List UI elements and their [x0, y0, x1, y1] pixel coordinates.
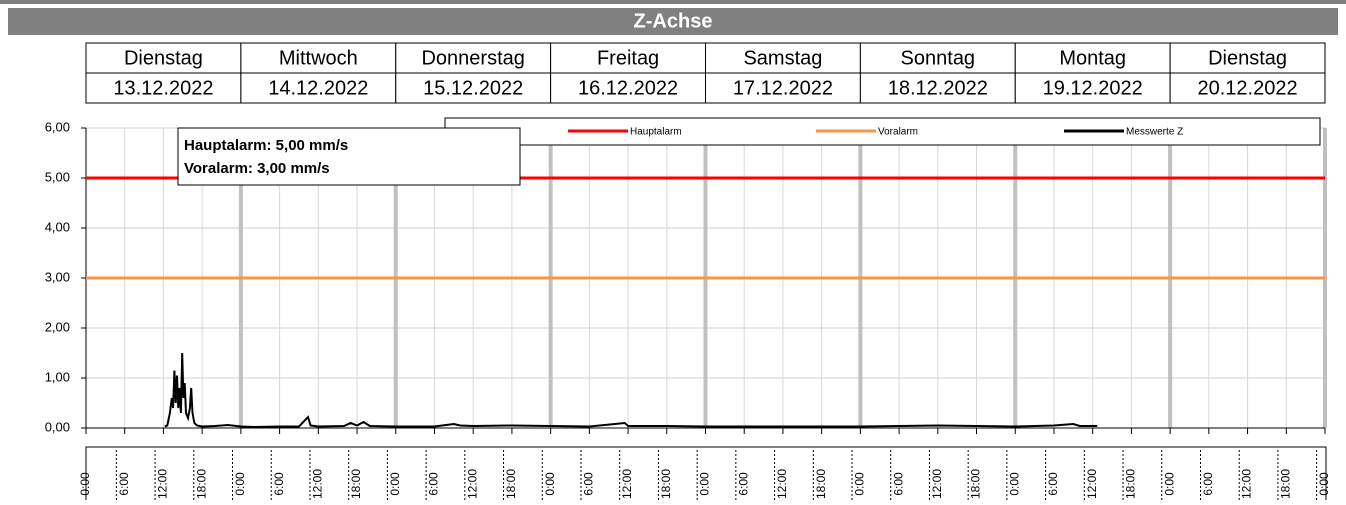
date-label: 18.12.2022 — [888, 77, 988, 99]
day-cell — [705, 42, 861, 74]
legend-label: Hauptalarm — [630, 127, 682, 138]
date-cell — [85, 72, 242, 104]
x-tick-label: 6:00 — [582, 472, 596, 496]
day-label: Mittwoch — [279, 47, 358, 69]
y-tick-label: 3,00 — [45, 269, 70, 284]
date-cell — [859, 72, 1016, 104]
y-tick-label: 2,00 — [45, 319, 70, 334]
day-label: Freitag — [597, 47, 659, 69]
x-tick-label: 0:00 — [1162, 472, 1176, 496]
x-tick-label: 18:00 — [1278, 469, 1292, 499]
x-tick-label: 12:00 — [775, 469, 789, 499]
series-line — [164, 352, 1098, 429]
day-cell — [1014, 42, 1171, 74]
date-cell — [1169, 72, 1326, 104]
day-label: Donnerstag — [421, 47, 524, 69]
x-tick-label: 6:00 — [272, 472, 286, 496]
x-axis-box — [85, 446, 1327, 505]
date-label: 17.12.2022 — [733, 77, 833, 99]
x-tick-label: 18:00 — [1124, 469, 1138, 499]
date-label: 15.12.2022 — [423, 77, 523, 99]
x-tick-label: 0:00 — [78, 472, 92, 496]
x-tick-label: 0:00 — [1317, 472, 1331, 496]
y-tick-label: 0,00 — [45, 419, 70, 434]
x-tick-label: 18:00 — [814, 469, 828, 499]
x-tick-label: 0:00 — [233, 472, 247, 496]
x-tick-label: 6:00 — [117, 472, 131, 496]
x-tick-label: 6:00 — [736, 472, 750, 496]
date-label: 16.12.2022 — [578, 77, 678, 99]
day-cell — [395, 42, 552, 74]
date-cell — [705, 72, 861, 104]
x-tick-label: 12:00 — [156, 469, 170, 499]
x-tick-label: 18:00 — [504, 469, 518, 499]
x-tick-label: 18:00 — [659, 469, 673, 499]
x-tick-label: 12:00 — [1085, 469, 1099, 499]
x-tick-label: 0:00 — [698, 472, 712, 496]
x-tick-label: 18:00 — [349, 469, 363, 499]
x-tick-label: 6:00 — [427, 472, 441, 496]
top-border — [0, 0, 1346, 4]
day-label: Dienstag — [1208, 47, 1287, 69]
title-bar — [8, 8, 1338, 35]
chart-title: Z-Achse — [634, 10, 713, 32]
x-tick-label: 12:00 — [465, 469, 479, 499]
x-tick-label: 6:00 — [891, 472, 905, 496]
x-tick-label: 18:00 — [969, 469, 983, 499]
day-label: Dienstag — [124, 47, 203, 69]
date-label: 20.12.2022 — [1198, 77, 1298, 99]
x-tick-label: 12:00 — [1240, 469, 1254, 499]
y-tick-label: 6,00 — [45, 119, 70, 134]
date-label: 14.12.2022 — [268, 77, 368, 99]
day-label: Sonntag — [901, 47, 976, 69]
day-cell — [85, 42, 242, 74]
x-tick-label: 0:00 — [543, 472, 557, 496]
x-tick-label: 12:00 — [310, 469, 324, 499]
day-label: Samstag — [743, 47, 822, 69]
x-tick-label: 6:00 — [1046, 472, 1060, 496]
day-label: Montag — [1059, 47, 1126, 69]
x-tick-label: 0:00 — [853, 472, 867, 496]
x-tick-label: 0:00 — [1007, 472, 1021, 496]
annotation: Voralarm: 3,00 mm/s — [184, 160, 330, 177]
date-label: 13.12.2022 — [113, 77, 213, 99]
date-cell — [1014, 72, 1171, 104]
legend-label: Messwerte Z — [1126, 127, 1183, 138]
x-tick-label: 0:00 — [388, 472, 402, 496]
date-cell — [550, 72, 706, 104]
x-tick-label: 12:00 — [930, 469, 944, 499]
y-tick-label: 1,00 — [45, 369, 70, 384]
annotation-box — [177, 127, 521, 186]
legend-label: Voralarm — [878, 127, 918, 138]
x-tick-label: 12:00 — [620, 469, 634, 499]
y-tick-label: 4,00 — [45, 219, 70, 234]
annotation: Hauptalarm: 5,00 mm/s — [184, 137, 348, 154]
date-label: 19.12.2022 — [1043, 77, 1143, 99]
x-tick-label: 6:00 — [1201, 472, 1215, 496]
x-tick-label: 18:00 — [194, 469, 208, 499]
y-tick-label: 5,00 — [45, 169, 70, 184]
